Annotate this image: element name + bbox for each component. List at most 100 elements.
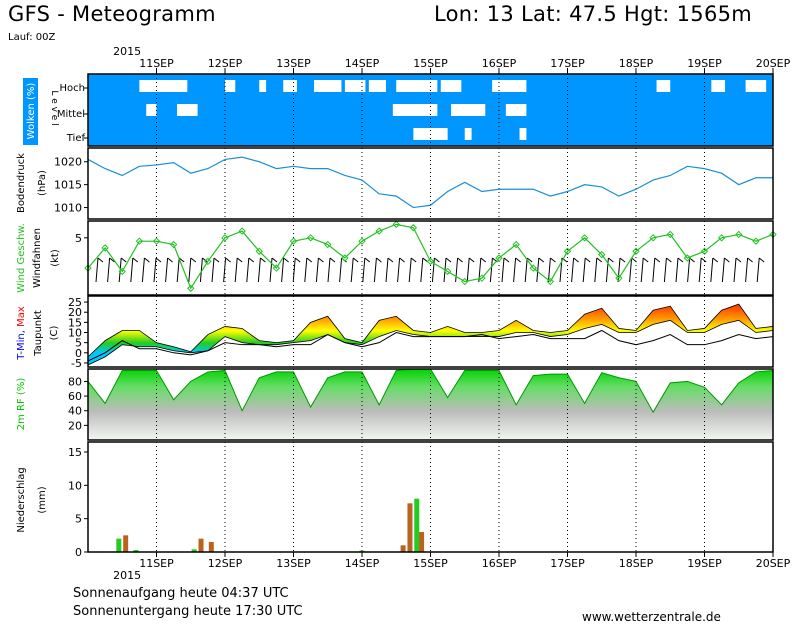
wind-barb-flag <box>596 257 603 263</box>
wind-barb <box>629 257 633 283</box>
wind-barb <box>362 257 366 283</box>
dewpoint-ylabel: Taupunkt <box>33 310 44 357</box>
humidity-tick-label: 60 <box>68 390 82 403</box>
cloud-gap <box>711 80 726 92</box>
precipitation-bar <box>123 535 129 552</box>
wind-barb-flag <box>364 257 371 263</box>
humidity-panel-frame <box>87 368 774 441</box>
wind-barb <box>304 257 308 283</box>
top-date-label: 14SEP <box>345 57 380 70</box>
top-date-label: 13SEP <box>276 57 311 70</box>
wind-barb <box>489 257 493 283</box>
wind-barb-flag <box>132 257 139 263</box>
precipitation-bar <box>419 532 425 552</box>
wind-barb-flag <box>654 257 661 263</box>
wind-barb <box>675 257 679 283</box>
wind-barb-flag <box>631 257 637 263</box>
precipitation-bar <box>198 538 204 552</box>
wind-speed-point <box>238 227 246 235</box>
wind-speed-point <box>289 237 298 245</box>
cloud-gap <box>492 80 527 92</box>
wind-speed-point <box>169 240 178 249</box>
cloud-ylabel: Wolken (%) <box>26 83 37 140</box>
cloud-ylabel2: L e v e l <box>49 90 59 125</box>
wind-barb <box>257 257 261 283</box>
wind-barb-flag <box>538 257 545 263</box>
wind-barb-flag <box>306 257 313 263</box>
cloud-gap <box>139 80 188 92</box>
wind-tick-label: 5 <box>75 232 82 245</box>
cloud-gap <box>656 80 671 92</box>
wind-barb-flag <box>457 257 463 263</box>
wind-barb <box>571 257 575 283</box>
wind-speed-point <box>735 230 743 239</box>
wind-speed-point <box>512 240 520 249</box>
wind-barb-flag <box>573 257 579 263</box>
wind-speed-point <box>375 227 383 235</box>
bottom-date-label: 20SEP <box>756 557 791 570</box>
wind-barb-flag <box>283 257 289 263</box>
pressure-tick-label: 1020 <box>54 156 82 169</box>
cloud-gap <box>464 128 472 140</box>
cloud-gap <box>440 80 462 92</box>
wind-barb <box>524 257 528 283</box>
wind-speed-point <box>683 254 692 262</box>
precipitation-tick-label: 0 <box>75 546 82 559</box>
wind-speed-point <box>443 267 452 276</box>
precipitation-unit: (mm) <box>37 486 48 513</box>
wind-barb <box>269 257 273 283</box>
wind-barb <box>652 257 656 283</box>
precipitation-bar <box>116 538 122 552</box>
wind-speed-point <box>495 254 503 262</box>
wind-barb <box>385 257 389 283</box>
wind-barb-flag <box>468 257 475 263</box>
pressure-line <box>87 156 773 209</box>
wind-speed-point <box>409 224 418 232</box>
wind-speed-point <box>700 247 709 255</box>
wind-speed-point <box>135 237 144 245</box>
wind-barb <box>501 257 505 283</box>
wind-barb-flag <box>109 257 115 263</box>
bottom-date-label: 18SEP <box>619 557 654 570</box>
wind-unit: (kt) <box>50 249 61 267</box>
cloud-gap <box>392 104 438 116</box>
pressure-tick-label: 1015 <box>54 179 82 192</box>
precipitation-tick-label: 15 <box>68 446 82 459</box>
wind-barb <box>663 257 667 283</box>
wind-speed-point <box>101 244 109 252</box>
wind-speed-point <box>341 254 349 262</box>
top-date-label: 12SEP <box>208 57 243 70</box>
wind-barb <box>594 257 598 283</box>
bottom-date-label: 16SEP <box>482 557 517 570</box>
top-date-label: 11SEP <box>139 57 174 70</box>
cloud-level-label: Hoch <box>60 83 85 94</box>
humidity-tick-label: 20 <box>68 419 82 432</box>
wind-barb <box>373 257 377 283</box>
wind-speed-point <box>649 234 657 242</box>
top-date-label: 17SEP <box>550 57 585 70</box>
wind-barb-flag <box>352 257 359 263</box>
wind-barb-flag <box>445 257 452 263</box>
humidity-tick-label: 80 <box>68 375 82 388</box>
wind-speed-point <box>118 267 126 276</box>
wind-barb <box>176 257 180 283</box>
bottom-date-label: 19SEP <box>687 557 722 570</box>
wind-barb <box>733 257 737 283</box>
pressure-panel-frame <box>87 147 774 220</box>
wind-barb <box>107 257 111 283</box>
wind-panel-frame <box>87 220 774 296</box>
wind-speed-point <box>632 247 640 255</box>
precipitation-bar <box>407 503 413 552</box>
wind-barb-flag <box>213 257 220 263</box>
wind-barb-flag <box>144 257 150 263</box>
wind-barb-flag <box>410 257 417 263</box>
wind-speed-point <box>546 277 555 286</box>
pressure-unit: (hPa) <box>37 170 48 196</box>
temperature-unit: (C) <box>49 326 60 341</box>
pressure-ylabel: Bodendruck <box>16 153 27 213</box>
top-date-label: 15SEP <box>413 57 448 70</box>
wind-barb-flag <box>120 257 127 263</box>
wind-barb-flag <box>155 257 162 263</box>
wind-speed-point <box>478 274 486 282</box>
